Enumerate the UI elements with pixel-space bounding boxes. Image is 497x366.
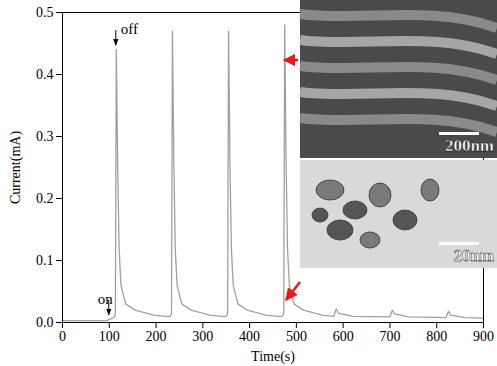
svg-text:700: 700	[379, 329, 400, 344]
svg-text:0.1: 0.1	[36, 253, 54, 268]
svg-text:0.3: 0.3	[36, 129, 54, 144]
svg-text:on: on	[98, 291, 114, 307]
svg-text:Time(s): Time(s)	[251, 349, 295, 365]
svg-text:off: off	[121, 21, 138, 37]
svg-text:500: 500	[286, 329, 307, 344]
svg-text:400: 400	[239, 329, 260, 344]
svg-text:100: 100	[99, 329, 120, 344]
svg-text:0.0: 0.0	[36, 315, 54, 330]
svg-text:0: 0	[59, 329, 66, 344]
svg-text:Current(mA): Current(mA)	[8, 131, 24, 204]
svg-text:600: 600	[333, 329, 354, 344]
svg-text:20nm: 20nm	[453, 246, 494, 265]
svg-text:0.5: 0.5	[36, 5, 54, 20]
svg-text:0.2: 0.2	[36, 191, 54, 206]
svg-text:200nm: 200nm	[445, 136, 494, 155]
svg-text:300: 300	[192, 329, 213, 344]
svg-text:200: 200	[146, 329, 167, 344]
svg-text:900: 900	[473, 329, 494, 344]
svg-text:0.4: 0.4	[36, 67, 54, 82]
svg-text:800: 800	[426, 329, 447, 344]
